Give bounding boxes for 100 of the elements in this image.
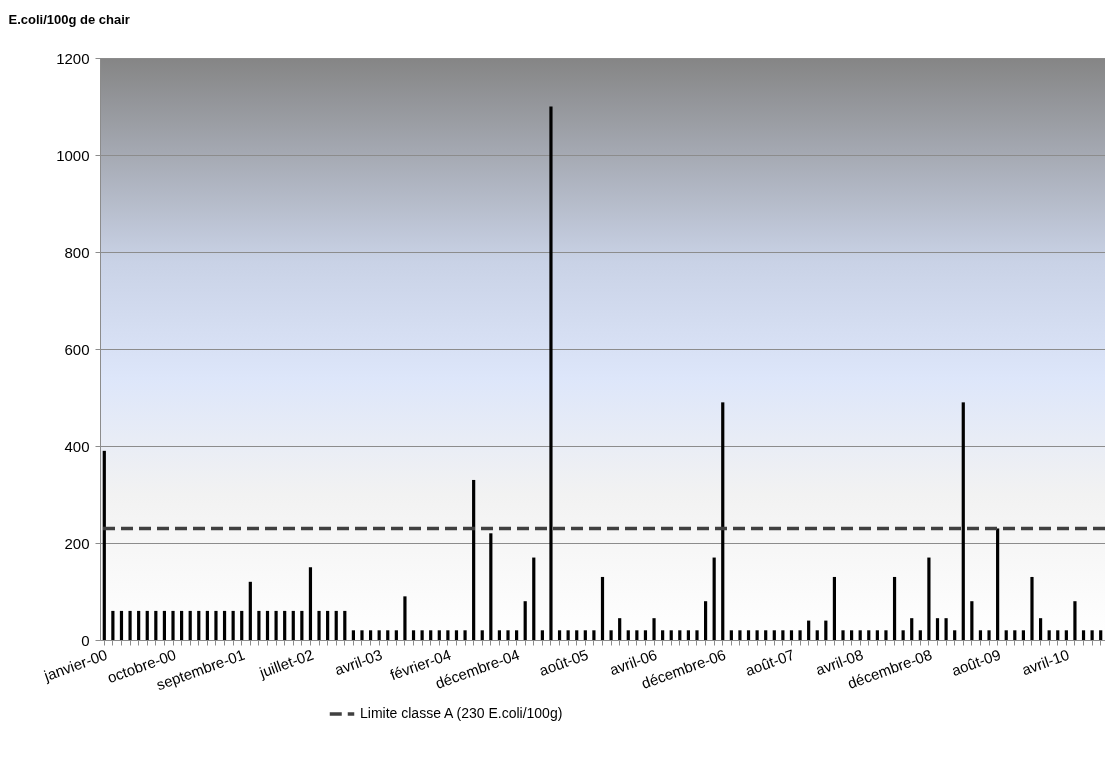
bar (970, 601, 974, 640)
bar (326, 610, 330, 640)
bar (540, 630, 544, 640)
bar (738, 630, 742, 640)
bar (317, 610, 321, 640)
bar (291, 610, 295, 640)
bar (265, 610, 270, 640)
bar (137, 610, 141, 640)
x-tick-label: avril-03 (332, 645, 385, 679)
bar (600, 576, 605, 640)
bar (377, 630, 381, 640)
bar (961, 402, 965, 640)
bar (1038, 618, 1043, 640)
bar (669, 630, 673, 640)
bar (248, 581, 252, 640)
bar (420, 630, 424, 640)
bar (403, 596, 407, 640)
bar (205, 610, 209, 640)
bar (497, 630, 502, 640)
bar (154, 610, 158, 640)
bar (532, 557, 536, 640)
bar (368, 630, 373, 640)
bar (257, 610, 261, 640)
y-tick-label: 400 (64, 437, 90, 455)
bar (643, 630, 648, 640)
bar (815, 630, 819, 640)
bar (463, 630, 467, 640)
bar (145, 610, 149, 640)
bar (437, 630, 441, 640)
bar (944, 618, 948, 640)
bar (884, 630, 888, 640)
bar (1004, 630, 1008, 640)
bar (652, 618, 656, 640)
bar (188, 610, 192, 640)
bar (575, 630, 579, 640)
bar (858, 630, 862, 640)
bar (755, 630, 759, 640)
bar (489, 533, 493, 640)
bar (171, 610, 175, 640)
bar (472, 479, 476, 640)
bar (1056, 630, 1060, 640)
bar (832, 576, 837, 640)
y-tick-label: 0 (81, 631, 90, 649)
bar (721, 402, 725, 640)
bar (867, 630, 871, 640)
bar (334, 610, 338, 640)
bar (996, 528, 1000, 640)
bar (772, 630, 776, 640)
bar (180, 610, 184, 640)
bar (703, 601, 708, 640)
bar (875, 630, 879, 640)
bar (678, 630, 682, 640)
y-axis-title: E.coli/100g de chair (8, 11, 130, 27)
bar (394, 630, 398, 640)
y-tick-label: 800 (64, 243, 90, 261)
bar (343, 610, 347, 640)
bar (308, 567, 313, 640)
bar (214, 610, 218, 640)
bar (626, 630, 630, 640)
bar (1090, 630, 1094, 640)
bar (686, 630, 690, 640)
bar (523, 601, 527, 640)
bar (927, 557, 931, 640)
bar (798, 630, 802, 640)
bar (351, 630, 355, 640)
bar (824, 620, 828, 640)
bar (746, 630, 751, 640)
bar (240, 610, 244, 640)
bar (549, 106, 553, 640)
bar (274, 610, 278, 640)
bar (583, 630, 587, 640)
bar (566, 630, 570, 640)
bar (300, 610, 304, 640)
bar (850, 630, 854, 640)
bar (162, 610, 167, 640)
y-tick-label: 1200 (56, 49, 90, 67)
bar (429, 630, 433, 640)
bar (892, 576, 897, 640)
bar (935, 618, 940, 640)
bar (480, 630, 484, 640)
bar (231, 610, 235, 640)
bar (609, 630, 613, 640)
bar (128, 610, 132, 640)
bar (987, 630, 991, 640)
bar (1047, 630, 1051, 640)
legend-label: Limite classe A (230 E.coli/100g) (360, 705, 563, 721)
bar (1021, 630, 1025, 640)
bar (910, 618, 914, 640)
bar (764, 630, 768, 640)
bar (729, 630, 733, 640)
bar (446, 630, 450, 640)
bar (592, 630, 596, 640)
bar (618, 618, 622, 640)
bar (661, 630, 665, 640)
bar (901, 630, 905, 640)
bar (360, 630, 364, 640)
bar (953, 630, 957, 640)
bar (1013, 630, 1017, 640)
bar (111, 610, 115, 640)
bar (635, 630, 639, 640)
